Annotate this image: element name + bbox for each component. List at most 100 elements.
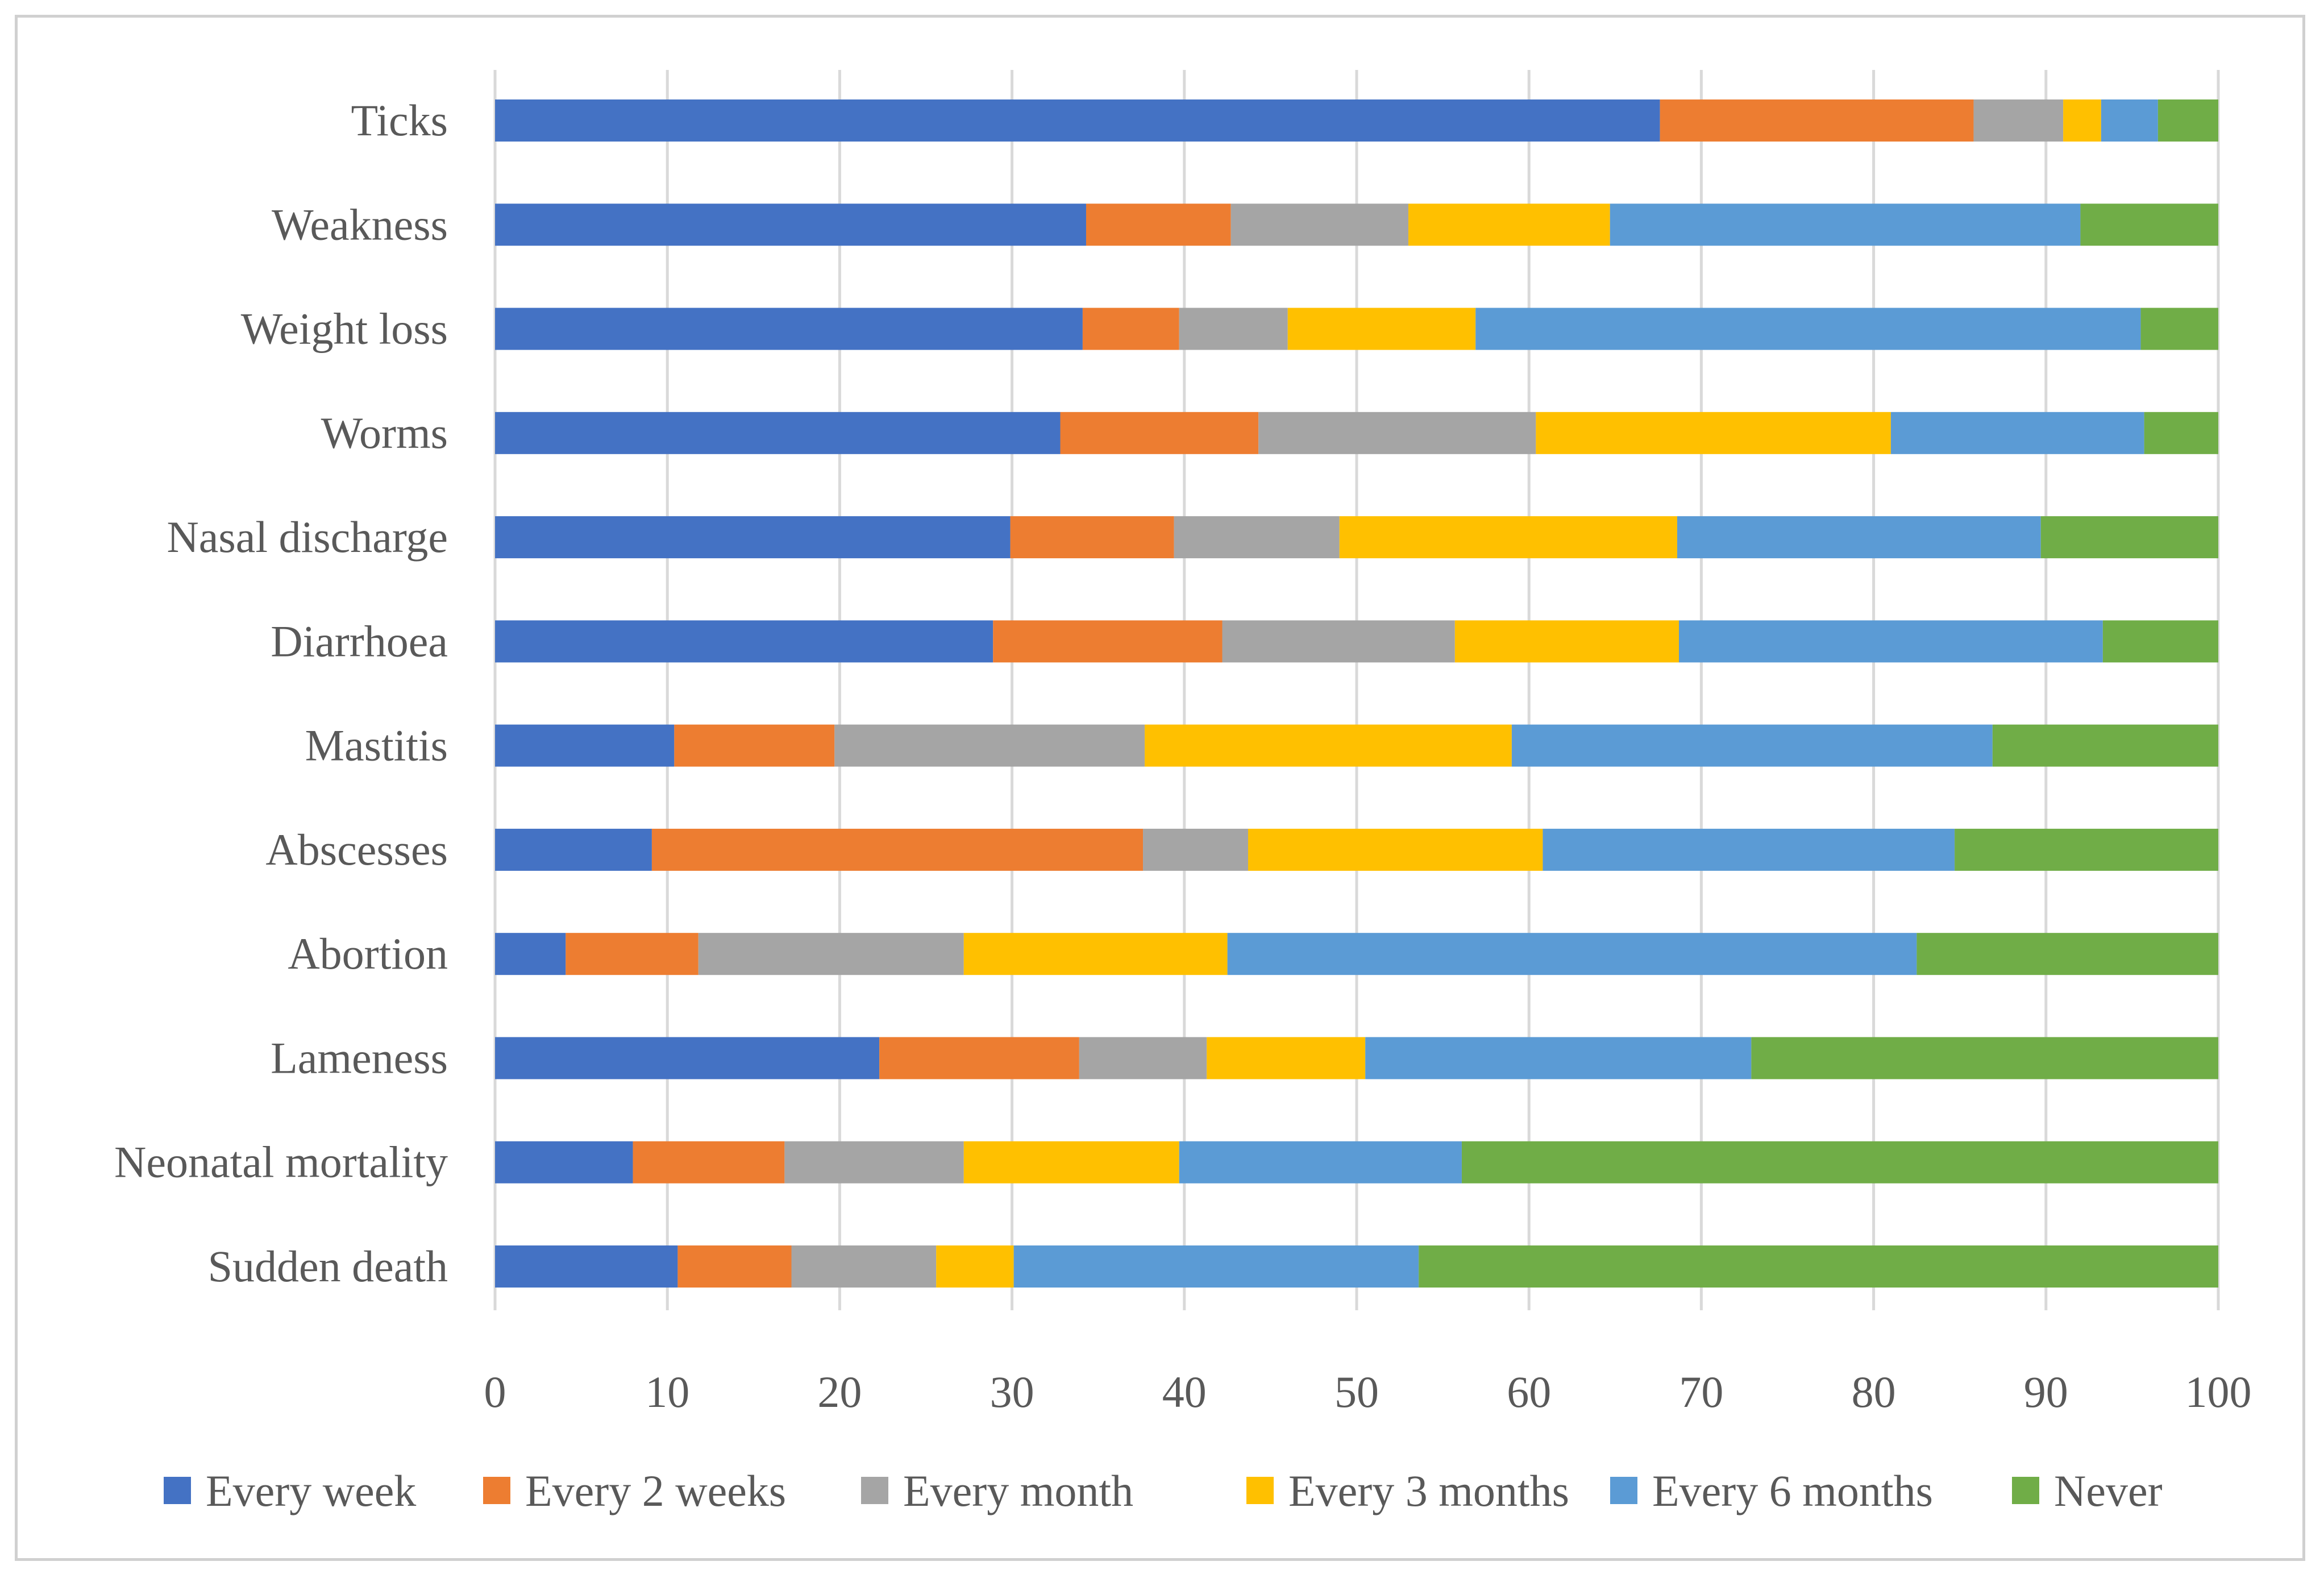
bar-segment (651, 828, 1144, 871)
bar-segment (495, 1245, 678, 1288)
bar-segment (1536, 412, 1891, 454)
bar-segment (1060, 412, 1259, 454)
bar-segment (495, 933, 566, 975)
x-tick-label: 20 (817, 1367, 862, 1417)
bar-segment (1145, 724, 1512, 767)
bar-segment (1461, 1141, 2218, 1184)
grid-lines (493, 70, 2220, 1310)
bar-segment (2102, 620, 2218, 663)
x-tick-label: 0 (484, 1367, 506, 1417)
bars (495, 99, 2218, 1288)
category-label: Worms (321, 408, 448, 458)
bar-segment (1010, 516, 1174, 559)
category-label: Abscesses (265, 825, 448, 874)
bar-segment (1677, 516, 2041, 559)
bar-segment (1248, 828, 1543, 871)
bar-segment (495, 204, 1086, 246)
x-tick-label: 60 (1507, 1367, 1551, 1417)
bar-segment (2140, 308, 2218, 350)
bar-segment (993, 620, 1223, 663)
bar-segment (1890, 412, 2144, 454)
category-label: Weakness (272, 200, 448, 249)
bar-segment (1916, 933, 2218, 975)
bar-segment (1079, 1037, 1207, 1079)
bar-segment (1408, 204, 1610, 246)
legend-label: Never (2054, 1466, 2163, 1515)
category-label: Abortion (288, 929, 448, 978)
bar-segment (566, 933, 699, 975)
bar-segment (2144, 412, 2218, 454)
bar-segment (1660, 99, 1974, 142)
legend-label: Every week (206, 1466, 416, 1515)
x-tick-label: 100 (2185, 1367, 2252, 1417)
x-tick-label: 80 (1852, 1367, 1896, 1417)
bar-segment (495, 99, 1660, 142)
chart-frame: 0 10 20 30 40 50 60 70 80 90 100 Ticks Weakness Weig… (15, 15, 2305, 1561)
x-axis: 0 10 20 30 40 50 60 70 80 90 100 (484, 1367, 2252, 1417)
bar-segment (674, 724, 835, 767)
bar-segment (936, 1245, 1014, 1288)
legend-swatch (1610, 1477, 1637, 1504)
bar-segment (1013, 1245, 1419, 1288)
bar-segment (2101, 99, 2158, 142)
bar-segment (1082, 308, 1179, 350)
bar-segment (495, 412, 1061, 454)
bar-segment (1258, 412, 1536, 454)
bar-segment (1475, 308, 2141, 350)
bar-segment (495, 620, 993, 663)
bar-segment (1992, 724, 2218, 767)
bar-segment (2063, 99, 2101, 142)
x-tick-label: 10 (645, 1367, 689, 1417)
x-tick-label: 30 (990, 1367, 1034, 1417)
legend-swatch (861, 1477, 888, 1504)
category-label: Weight loss (241, 304, 448, 354)
bar-segment (1511, 724, 1993, 767)
bar-segment (1610, 204, 2081, 246)
bar-segment (495, 828, 652, 871)
legend-label: Every 2 weeks (525, 1466, 786, 1515)
category-label: Mastitis (305, 721, 448, 770)
bar-segment (1287, 308, 1476, 350)
bar-segment (495, 1141, 633, 1184)
bar-segment (963, 933, 1228, 975)
bar-segment (1419, 1245, 2218, 1288)
bar-segment (495, 516, 1011, 559)
legend-swatch (1246, 1477, 1274, 1504)
bar-segment (879, 1037, 1079, 1079)
bar-segment (1339, 516, 1677, 559)
x-tick-label: 90 (2024, 1367, 2068, 1417)
bar-segment (1179, 1141, 1462, 1184)
bar-segment (633, 1141, 785, 1184)
category-label: Diarrhoea (271, 616, 448, 666)
category-label: Sudden death (208, 1241, 448, 1291)
bar-segment (677, 1245, 792, 1288)
bar-segment (1955, 828, 2218, 871)
category-label: Neonatal mortality (114, 1137, 448, 1187)
bar-segment (495, 308, 1083, 350)
bar-segment (2157, 99, 2218, 142)
bar-segment (784, 1141, 964, 1184)
bar-segment (1086, 204, 1231, 246)
bar-segment (495, 724, 675, 767)
bar-segment (1454, 620, 1679, 663)
bar-segment (1143, 828, 1248, 871)
x-tick-label: 50 (1334, 1367, 1379, 1417)
bar-segment (834, 724, 1145, 767)
bar-segment (2040, 516, 2218, 559)
legend-label: Every month (903, 1466, 1133, 1515)
legend: Every week Every 2 weeks Every month Every … (164, 1466, 2163, 1515)
bar-segment (1227, 933, 1917, 975)
bar-segment (1179, 308, 1288, 350)
bar-segment (698, 933, 964, 975)
bar-segment (1751, 1037, 2218, 1079)
x-tick-label: 40 (1162, 1367, 1207, 1417)
x-tick-label: 70 (1679, 1367, 1723, 1417)
bar-segment (1230, 204, 1408, 246)
bar-segment (1543, 828, 1955, 871)
legend-label: Every 6 months (1652, 1466, 1933, 1515)
category-label: Lameness (271, 1033, 448, 1082)
stacked-bar-chart: 0 10 20 30 40 50 60 70 80 90 100 Ticks Weakness Weig… (114, 70, 2252, 1515)
bar-segment (1365, 1037, 1752, 1079)
bar-segment (1222, 620, 1455, 663)
bar-segment (1678, 620, 2103, 663)
